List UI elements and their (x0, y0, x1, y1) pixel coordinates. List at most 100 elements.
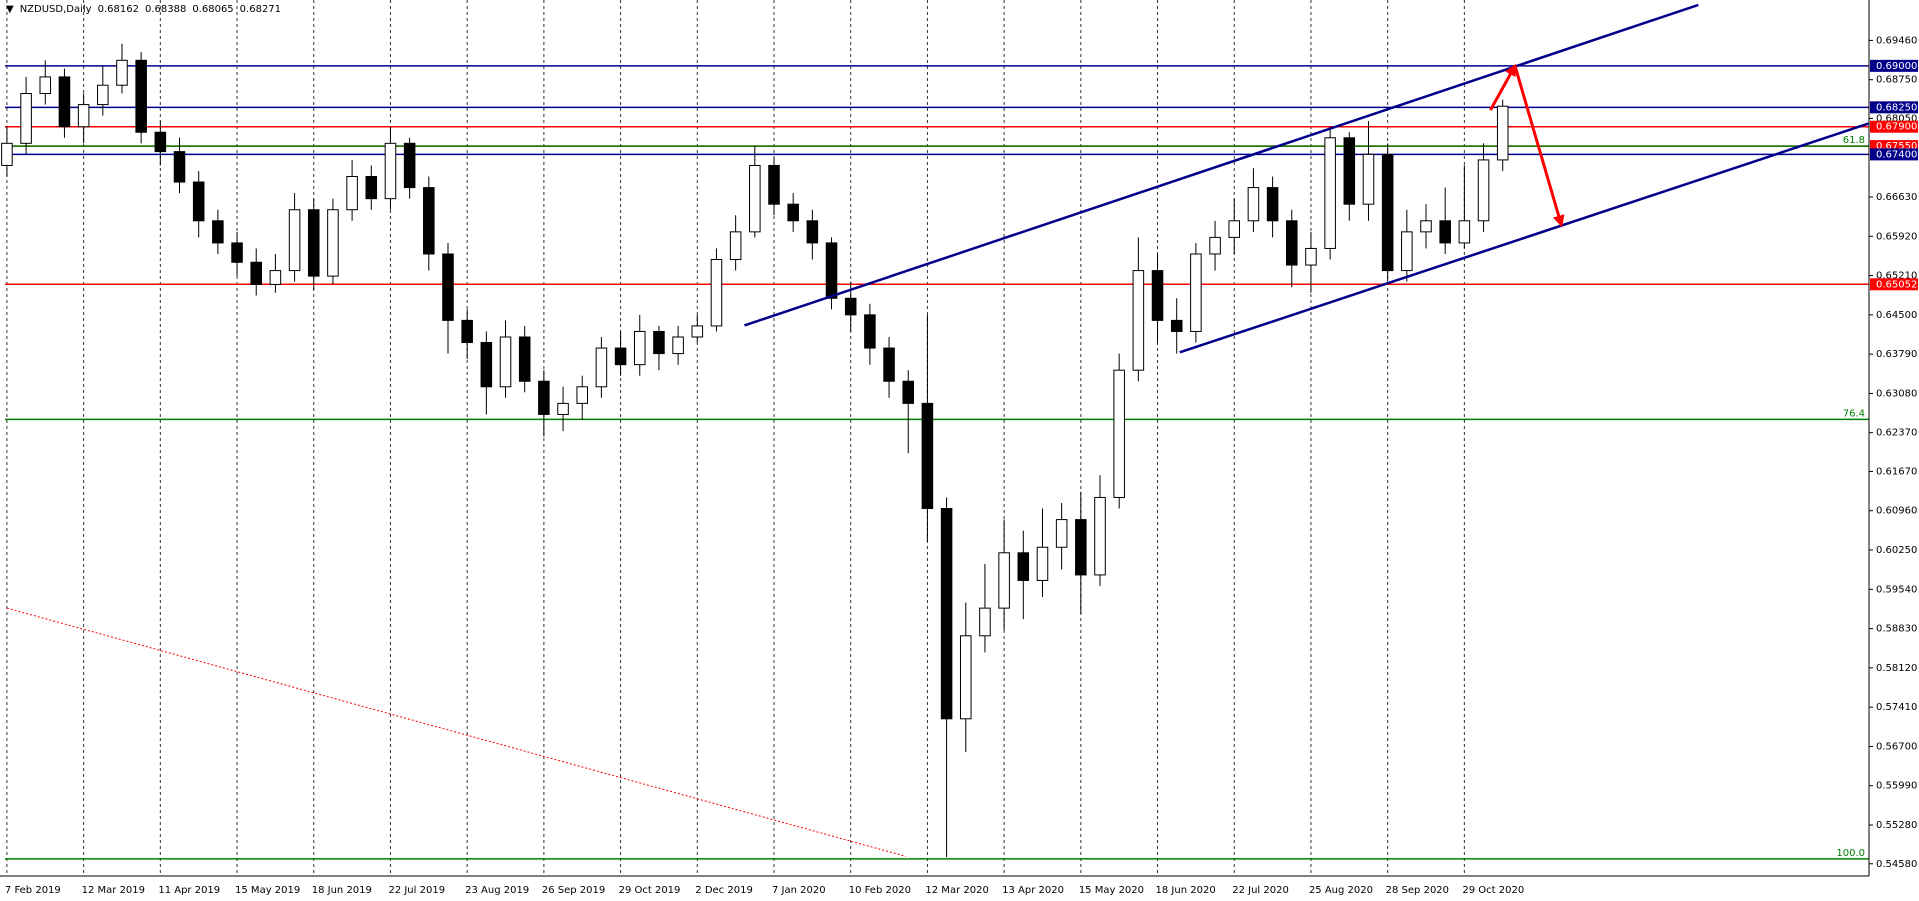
x-tick-label: 13 Apr 2020 (1002, 885, 1064, 896)
candle-body (116, 59, 128, 86)
candle-body (1, 142, 13, 166)
chart-header: ▼ NZDUSD,Daily 0.68162 0.68388 0.68065 0… (6, 4, 281, 15)
collapse-icon: ▼ (6, 4, 14, 15)
price-level-label: 0.67550 (1876, 141, 1917, 152)
y-tick-label: 0.61670 (1876, 466, 1917, 477)
y-tick-label: 0.58830 (1876, 624, 1917, 635)
candle-body (902, 380, 915, 404)
y-tick-label: 0.56700 (1876, 741, 1917, 752)
trend-line (6, 607, 907, 857)
y-tick-label: 0.63790 (1876, 349, 1917, 360)
candle-body (691, 325, 704, 338)
x-tick-label: 12 Mar 2020 (925, 885, 988, 896)
price-level-tag (1870, 278, 1918, 291)
trend-line (1489, 63, 1517, 111)
y-tick-label: 0.68050 (1876, 113, 1917, 124)
candle-body (173, 151, 186, 183)
candle-body (346, 176, 358, 211)
candle-body (442, 253, 454, 321)
candle-body (135, 59, 147, 133)
candle-body (844, 297, 857, 316)
candle-body (518, 336, 531, 382)
y-tick-label: 0.55990 (1876, 781, 1917, 792)
candle-body (97, 84, 109, 106)
candle-body (1286, 220, 1298, 266)
candle-body (921, 402, 934, 510)
candle-body (1496, 105, 1509, 161)
candle-body (58, 76, 71, 128)
y-tick-label: 0.69460 (1876, 35, 1917, 46)
x-tick-label: 12 Mar 2019 (82, 885, 145, 896)
y-tick-label: 0.60960 (1876, 506, 1917, 517)
quote-low: 0.68065 (192, 4, 234, 15)
x-tick-label: 28 Sep 2020 (1386, 885, 1449, 896)
candle-body (1228, 220, 1241, 238)
x-tick-label: 15 May 2020 (1079, 885, 1144, 896)
candle-body (1439, 220, 1451, 244)
x-tick-label: 15 May 2019 (235, 885, 300, 896)
price-level-tag (1870, 148, 1918, 161)
candle-body (1420, 220, 1432, 233)
candle-body (1305, 247, 1317, 266)
y-tick-label: 0.68750 (1876, 75, 1917, 86)
y-tick-label: 0.64500 (1876, 310, 1917, 321)
candle-body (1209, 236, 1221, 255)
x-tick-label: 29 Oct 2019 (619, 885, 681, 896)
candle-body (883, 347, 895, 382)
price-level-label: 0.68250 (1876, 102, 1917, 113)
candle-body (979, 607, 991, 637)
candle-body (729, 231, 742, 261)
trend-line (1179, 122, 1869, 354)
x-tick-label: 22 Jul 2020 (1232, 885, 1289, 896)
candle-body (1247, 187, 1260, 222)
candle-body (212, 220, 224, 244)
y-tick-label: 0.59540 (1876, 584, 1917, 595)
candle-body (940, 508, 953, 720)
candle-body (461, 319, 473, 344)
x-tick-label: 18 Jun 2020 (1156, 885, 1216, 896)
y-tick-label: 0.57410 (1876, 702, 1917, 713)
trend-line (1513, 65, 1565, 228)
candle-body (710, 259, 723, 327)
candle-body (1401, 231, 1413, 272)
x-tick-label: 7 Jan 2020 (772, 885, 826, 896)
candle-body (1075, 519, 1087, 576)
candle-body (480, 342, 493, 388)
candle-body (653, 330, 665, 355)
quote-open: 0.68162 (97, 4, 139, 15)
fib-level-label: 76.4 (1843, 408, 1865, 419)
candle-body (1266, 187, 1279, 222)
candle-body (1477, 159, 1490, 222)
x-tick-label: 22 Jul 2019 (388, 885, 445, 896)
candle-body (77, 104, 90, 128)
candle-body (1036, 546, 1049, 581)
candle-body (1190, 253, 1202, 332)
y-tick-label: 0.65210 (1876, 271, 1917, 282)
candle-body (1094, 496, 1106, 576)
candle-body (825, 242, 838, 299)
candle-body (192, 181, 205, 222)
candle-body (959, 635, 972, 720)
y-tick-label: 0.54580 (1876, 859, 1917, 870)
candle-body (154, 131, 167, 153)
price-level-tag (1870, 120, 1918, 133)
x-tick-label: 18 Jun 2019 (312, 885, 372, 896)
candle-body (307, 209, 320, 277)
candle-body (327, 209, 339, 277)
quote-close: 0.68271 (239, 4, 282, 15)
price-level-tag (1870, 101, 1918, 114)
y-tick-label: 0.65920 (1876, 231, 1917, 242)
candle-body (576, 386, 589, 404)
candle-body (806, 220, 819, 244)
candle-body (614, 347, 627, 366)
candle-body (423, 187, 435, 255)
candle-body (269, 270, 282, 285)
candle-body (403, 142, 416, 189)
candle-body (864, 314, 876, 349)
candle-body (1458, 220, 1471, 244)
x-tick-label: 11 Apr 2019 (158, 885, 220, 896)
price-level-label: 0.67400 (1876, 149, 1917, 160)
candle-body (1381, 153, 1394, 272)
